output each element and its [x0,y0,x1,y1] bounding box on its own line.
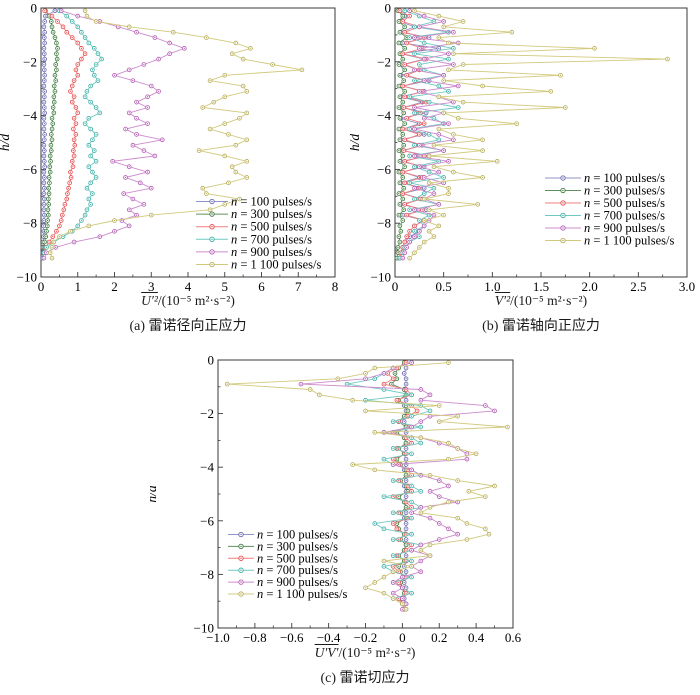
y-axis-label: h/d [150,485,159,503]
x-axis-units-b: /(10⁻⁵ m²·s⁻²) [510,293,588,308]
y-tick-label: −4 [23,108,37,123]
series-n-=-700-pulses/s [344,360,433,612]
x-tick-label: 0.5 [436,279,452,294]
legend-entry: n = 500 pulses/s [584,196,665,210]
x-tick-label: 0.2 [431,630,447,645]
x-tick-label: −0.8 [243,630,267,645]
series-n-=-900-pulses/s [400,8,461,261]
y-tick-label: −4 [377,108,391,123]
series-n-=-300-pulses/s [394,8,409,261]
x-tick-label: 0.6 [505,630,522,645]
legend-entry: n = 100 pulses/s [584,171,665,185]
y-axis-label: h/d [0,134,12,152]
series-n-=-1-100-pulses/s [47,8,305,261]
axes: 0 0.5 1.0 1.5 2.0 2.5 3.0 0 −2 −4 −6 −8 −10 [371,1,695,295]
axes: −1.0 −0.8 −0.6 −0.4 −0.2 0 0.2 0.4 0.6 0 −2 −4 −6 −8 −… [194,353,522,646]
plot-canvas-a: 0 1 2 3 4 5 6 7 8 0 −2 −4 −6 −8 −10 h/d n = 100 pulses/s… [0,1,339,295]
plot-canvas-c: −1.0 −0.8 −0.6 −0.4 −0.2 0 0.2 0.4 0.6 0 −2 −4 −6 −8 −… [150,353,522,646]
y-tick-label: −6 [23,162,37,177]
x-tick-label: 0 [399,630,406,645]
y-tick-label: −2 [23,54,37,69]
y-tick-label: −2 [377,54,391,69]
y-tick-label: −6 [200,513,214,528]
x-axis-label-a: U′²/(10⁻⁵ m²·s⁻²) [38,293,338,309]
x-axis-units-a: /(10⁻⁵ m²·s⁻²) [157,293,235,308]
x-tick-label: 2 [111,279,118,294]
series-n-=-1-100-pulses/s [407,8,670,261]
legend-entry: n = 500 pulses/s [231,220,312,234]
x-tick-label: 5 [222,279,229,294]
y-tick-label: −8 [377,216,391,231]
x-tick-label: 3.0 [679,279,695,294]
series-n-=-900-pulses/s [298,360,497,612]
legend-entry: n = 100 pulses/s [231,195,312,209]
series-n-=-900-pulses/s [41,8,187,261]
x-tick-label: −0.2 [354,630,378,645]
y-tick-label: −10 [371,270,391,285]
y-tick-label: −8 [200,567,214,582]
x-tick-label: 2.5 [630,279,646,294]
x-tick-label: −1.0 [206,630,230,645]
x-axis-label-b: V′²/(10⁻⁵ m²·s⁻²) [395,293,687,309]
x-axis-variable-c: U′V′ [314,645,339,660]
y-tick-label: 0 [385,1,392,16]
legend-entry: n = 1 100 pulses/s [257,587,348,601]
series-n-=-500-pulses/s [40,8,88,261]
x-tick-label: 4 [185,279,192,294]
x-tick-label: 8 [332,279,339,294]
legend-entry: n = 1 100 pulses/s [231,258,322,272]
legend-entry: n = 500 pulses/s [257,551,338,565]
x-tick-label: 0.4 [468,630,485,645]
y-axis-label: h/d [350,134,362,152]
x-axis-label-c: U′V′/(10⁻⁵ m²·s⁻²) [215,645,515,661]
x-axis-variable-a: U′² [141,293,158,308]
x-tick-label: −0.6 [280,630,304,645]
legend-entry: n = 700 pulses/s [257,563,338,577]
x-tick-label: 1 [75,279,82,294]
legend-entry: n = 300 pulses/s [257,539,338,553]
legend-entry: n = 100 pulses/s [257,528,338,542]
x-tick-label: −0.4 [317,630,341,645]
y-tick-label: −2 [200,406,214,421]
y-tick-label: −6 [377,162,391,177]
x-axis-variable-b: V′² [494,293,511,308]
chart-b-axial-normal-stress: 0 0.5 1.0 1.5 2.0 2.5 3.0 0 −2 −4 −6 −8 −10 h/d n = 10… [350,0,700,345]
chart-caption-a: (a) 雷诺径向正应力 [129,319,247,334]
legend-entry: n = 1 100 pulses/s [584,234,675,248]
legend-entry: n = 700 pulses/s [584,209,665,223]
plot-canvas-b: 0 0.5 1.0 1.5 2.0 2.5 3.0 0 −2 −4 −6 −8 −10 h/d n = 10… [350,1,695,295]
y-tick-label: −10 [17,270,37,285]
chart-caption-c: (c) 雷诺切应力 [320,671,410,686]
y-tick-label: 0 [208,353,215,368]
series-n-=-1-100-pulses/s [224,360,510,612]
y-tick-label: −8 [23,216,37,231]
x-tick-label: 3 [148,279,155,294]
y-tick-label: −10 [194,621,214,636]
legend-entry: n = 300 pulses/s [584,184,665,198]
x-tick-label: 1.0 [484,279,500,294]
x-tick-label: 1.5 [533,279,549,294]
chart-caption-b: (b) 雷诺轴向正应力 [482,319,600,334]
y-tick-label: −4 [200,460,214,475]
x-tick-label: 7 [295,279,302,294]
legend-entry: n = 900 pulses/s [231,245,312,259]
x-tick-label: 0 [392,279,399,294]
x-tick-label: 6 [258,279,265,294]
axes: 0 1 2 3 4 5 6 7 8 0 −2 −4 −6 −8 −10 [17,1,339,295]
x-tick-label: 0 [38,279,45,294]
legend: n = 100 pulses/sn = 300 pulses/sn = 500 … [228,528,348,601]
legend-entry: n = 300 pulses/s [231,207,312,221]
chart-c-shear-stress: −1.0 −0.8 −0.6 −0.4 −0.2 0 0.2 0.4 0.6 0 −2 −4 −6 −8 −… [150,345,570,695]
series-n-=-300-pulses/s [40,8,60,261]
legend: n = 100 pulses/sn = 300 pulses/sn = 500 … [545,171,675,248]
legend-entry: n = 700 pulses/s [231,232,312,246]
legend-entry: n = 900 pulses/s [257,575,338,589]
chart-a-radial-normal-stress: 0 1 2 3 4 5 6 7 8 0 −2 −4 −6 −8 −10 h/d n = 100 pulses/s… [0,0,350,345]
x-axis-units-c: /(10⁻⁵ m²·s⁻²) [338,645,416,660]
x-tick-label: 2.0 [582,279,598,294]
legend-entry: n = 900 pulses/s [584,221,665,235]
legend: n = 100 pulses/sn = 300 pulses/sn = 500 … [196,195,322,272]
y-tick-label: 0 [31,1,38,16]
